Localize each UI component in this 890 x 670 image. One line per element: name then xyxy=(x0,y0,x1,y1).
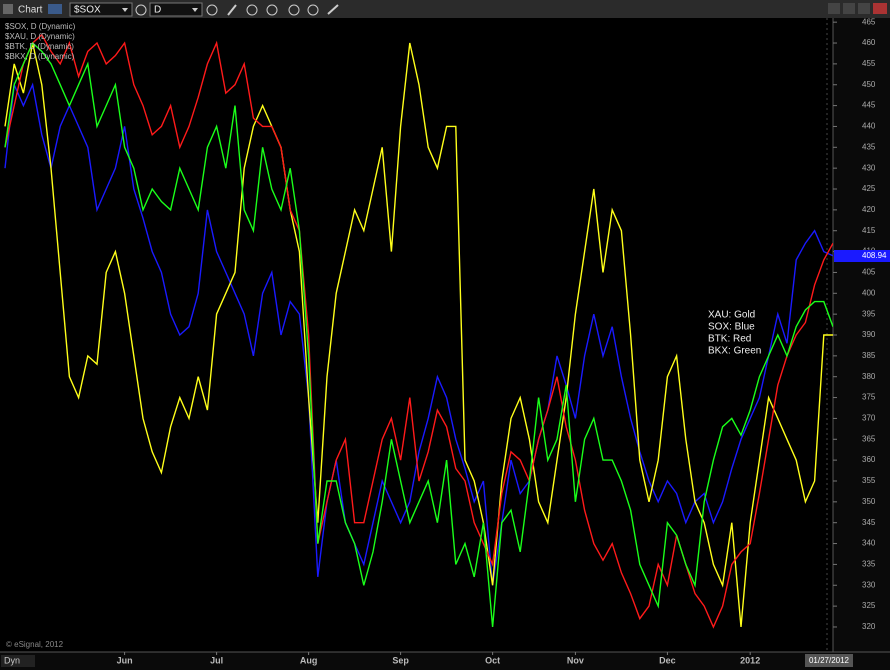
y-tick-label: 460 xyxy=(862,38,876,47)
price-axis xyxy=(833,18,890,652)
annotation: BKX: Green xyxy=(708,346,761,357)
window-button[interactable] xyxy=(843,3,855,14)
y-tick-label: 350 xyxy=(862,497,876,506)
legend-entry: $BTK, D (Dynamic) xyxy=(5,42,74,51)
y-tick-label: 385 xyxy=(862,351,876,360)
y-tick-label: 375 xyxy=(862,393,876,402)
y-tick-label: 465 xyxy=(862,17,876,26)
y-tick-label: 355 xyxy=(862,476,876,485)
last-value-label: 408.94 xyxy=(862,251,887,260)
tool-icon[interactable] xyxy=(266,4,278,16)
link-badge[interactable] xyxy=(48,4,62,14)
y-tick-label: 320 xyxy=(862,622,876,631)
cursor-date-box xyxy=(805,654,853,667)
y-tick-label: 370 xyxy=(862,414,876,423)
annotation: XAU: Gold xyxy=(708,310,755,321)
y-tick-label: 435 xyxy=(862,142,876,151)
y-tick-label: 450 xyxy=(862,80,876,89)
window-button[interactable] xyxy=(858,3,870,14)
y-tick-label: 395 xyxy=(862,309,876,318)
chart-icon xyxy=(3,4,13,14)
y-tick-label: 400 xyxy=(862,288,876,297)
tool-icon[interactable] xyxy=(307,4,319,16)
tool-icon[interactable] xyxy=(135,4,147,16)
series-line xyxy=(4,41,833,628)
window-title: Chart xyxy=(18,5,43,16)
toolbar xyxy=(0,0,890,18)
tool-icon[interactable] xyxy=(288,4,300,16)
annotation: BTK: Red xyxy=(708,334,751,345)
symbol-box[interactable] xyxy=(69,2,133,17)
annotation: SOX: Blue xyxy=(708,322,755,333)
y-tick-label: 430 xyxy=(862,163,876,172)
tool-icon[interactable] xyxy=(246,4,258,16)
series-line xyxy=(4,33,833,629)
x-tick-label: Dec xyxy=(659,655,676,665)
y-tick-label: 405 xyxy=(862,268,876,277)
y-tick-label: 415 xyxy=(862,226,876,235)
interval: D xyxy=(154,5,161,16)
tool-icon[interactable] xyxy=(206,4,218,16)
mode: Dyn xyxy=(4,655,20,665)
tool-icon[interactable] xyxy=(327,4,339,15)
y-tick-label: 420 xyxy=(862,205,876,214)
mode-box[interactable] xyxy=(1,655,35,667)
y-tick-label: 390 xyxy=(862,330,876,339)
dropdown-arrow xyxy=(192,8,198,12)
interval-box[interactable] xyxy=(149,2,203,17)
y-tick-label: 330 xyxy=(862,580,876,589)
tool-icon[interactable] xyxy=(227,4,237,16)
dropdown-arrow xyxy=(122,8,128,12)
window-button[interactable] xyxy=(828,3,840,14)
x-tick-label: Jun xyxy=(117,655,133,665)
close-button[interactable] xyxy=(873,3,887,14)
last-value-box xyxy=(834,250,890,263)
legend-entry: $BKX, D (Dynamic) xyxy=(5,52,75,61)
x-tick-label: Sep xyxy=(392,655,409,665)
x-tick-label: Oct xyxy=(485,655,500,665)
x-tick-label: Nov xyxy=(567,655,584,665)
time-axis xyxy=(0,652,890,670)
x-tick-label: Aug xyxy=(300,655,318,665)
y-tick-label: 360 xyxy=(862,455,876,464)
y-tick-label: 335 xyxy=(862,560,876,569)
symbol: $SOX xyxy=(74,5,101,16)
x-tick-label: 2012 xyxy=(740,655,760,665)
copyright: © eSignal, 2012 xyxy=(6,640,64,649)
legend-entry: $SOX, D (Dynamic) xyxy=(5,22,76,31)
y-tick-label: 440 xyxy=(862,122,876,131)
series-line xyxy=(4,42,833,628)
y-tick-label: 425 xyxy=(862,184,876,193)
y-tick-label: 445 xyxy=(862,101,876,110)
y-tick-label: 340 xyxy=(862,539,876,548)
y-tick-label: 325 xyxy=(862,601,876,610)
y-tick-label: 380 xyxy=(862,372,876,381)
x-tick-label: Jul xyxy=(210,655,223,665)
cursor-date: 01/27/2012 xyxy=(809,656,850,665)
y-tick-label: 345 xyxy=(862,518,876,527)
y-tick-label: 455 xyxy=(862,59,876,68)
y-tick-label: 365 xyxy=(862,434,876,443)
legend-entry: $XAU, D (Dynamic) xyxy=(5,32,75,41)
